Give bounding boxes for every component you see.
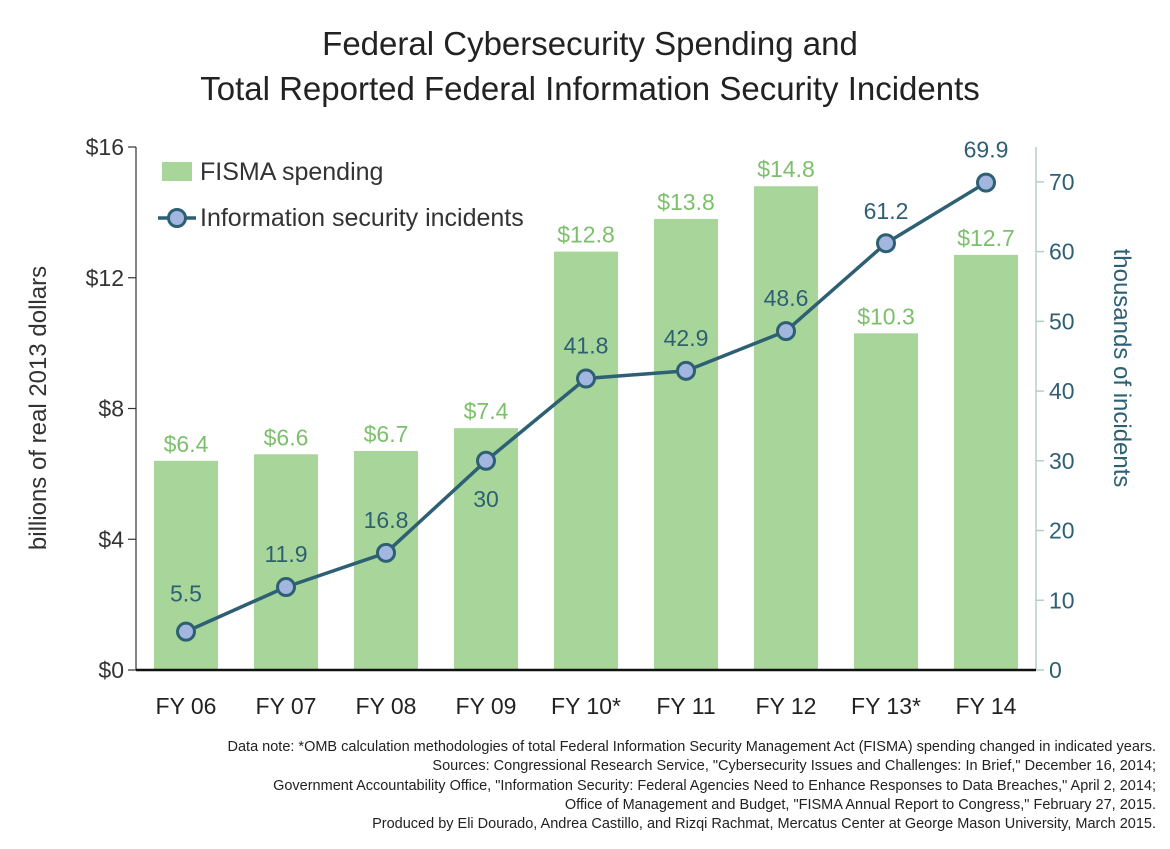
- bar: [254, 454, 318, 670]
- left-tick-label: $12: [86, 265, 124, 291]
- bar-value-label: $12.7: [957, 225, 1015, 251]
- incident-marker: [976, 172, 996, 193]
- source-notes: Data note: *OMB calculation methodologie…: [6, 738, 1157, 834]
- incident-marker: [776, 321, 796, 342]
- bar-value-label: $6.7: [364, 421, 409, 447]
- right-tick-label: 40: [1049, 378, 1075, 404]
- source-line-2: Government Accountability Office, "Infor…: [273, 777, 1156, 794]
- chart-title-line-2: Total Reported Federal Information Secur…: [200, 70, 980, 107]
- right-tick-label: 50: [1049, 308, 1075, 334]
- incident-value-label: 61.2: [864, 198, 909, 224]
- left-tick-label: $0: [98, 657, 124, 683]
- chart-title-line-1: Federal Cybersecurity Spending and: [322, 25, 858, 62]
- incident-value-label: 41.8: [564, 333, 609, 359]
- bar: [954, 254, 1018, 670]
- legend-swatch-spending: [162, 162, 192, 181]
- incident-marker: [376, 542, 396, 563]
- incident-value-label: 30: [473, 486, 499, 512]
- incident-value-label: 5.5: [170, 581, 202, 607]
- legend-label-incidents: Information security incidents: [200, 204, 524, 232]
- right-tick-label: 10: [1049, 587, 1075, 613]
- right-tick-label: 30: [1049, 448, 1075, 474]
- left-tick-label: $8: [98, 396, 124, 422]
- category-label: FY 09: [456, 693, 517, 719]
- bar: [754, 186, 818, 670]
- category-label: FY 08: [356, 693, 417, 719]
- bar-value-label: $12.8: [557, 222, 615, 248]
- right-tick-label: 0: [1049, 657, 1062, 683]
- left-tick-label: $16: [86, 134, 124, 160]
- right-tick-label: 20: [1049, 518, 1075, 544]
- category-label: FY 13*: [851, 693, 921, 719]
- incident-value-label: 42.9: [664, 325, 709, 351]
- category-label: FY 12: [756, 693, 817, 719]
- chart: Federal Cybersecurity Spending and Total…: [25, 25, 1135, 719]
- incident-marker: [676, 360, 696, 381]
- incident-marker: [476, 450, 496, 471]
- bar-value-label: $6.6: [264, 424, 309, 450]
- incident-marker: [876, 233, 896, 254]
- right-axis-title: thousands of incidents: [1108, 249, 1135, 488]
- bar: [654, 218, 718, 670]
- data-note: Data note: *OMB calculation methodologie…: [227, 739, 1157, 755]
- bar: [854, 333, 918, 670]
- incident-value-label: 11.9: [264, 541, 307, 567]
- bar-value-label: $13.8: [657, 189, 715, 215]
- category-label: FY 14: [956, 693, 1017, 719]
- incident-marker: [276, 577, 296, 598]
- incident-value-label: 48.6: [764, 285, 809, 311]
- credit-line: Produced by Eli Dourado, Andrea Castillo…: [372, 816, 1156, 833]
- bar: [554, 251, 618, 670]
- category-label: FY 06: [156, 693, 217, 719]
- legend-label-spending: FISMA spending: [200, 158, 383, 186]
- left-axis-title: billions of real 2013 dollars: [25, 266, 52, 550]
- left-tick-label: $4: [98, 526, 124, 552]
- incident-value-label: 69.9: [964, 137, 1009, 163]
- source-line-3: Office of Management and Budget, "FISMA …: [564, 796, 1156, 813]
- right-tick-label: 70: [1049, 169, 1075, 195]
- plot-area: $0 $4 $8 $12 $16 0 10 20 30 40 50 60 70 FY 06 FY 07 FY …: [25, 134, 1135, 719]
- category-label: FY 11: [656, 693, 715, 719]
- bar-value-label: $6.4: [164, 431, 209, 457]
- category-label: FY 07: [256, 693, 317, 719]
- incident-marker: [176, 621, 196, 642]
- bar-value-label: $14.8: [757, 156, 815, 182]
- right-tick-label: 60: [1049, 239, 1075, 265]
- incident-marker: [576, 368, 596, 389]
- legend-swatch-marker: [167, 208, 187, 228]
- source-line-1: Sources: Congressional Research Service,…: [432, 758, 1156, 775]
- incident-value-label: 16.8: [364, 507, 409, 533]
- bar-value-label: $10.3: [857, 303, 915, 329]
- bar-value-label: $7.4: [464, 398, 509, 424]
- category-label: FY 10*: [551, 693, 621, 719]
